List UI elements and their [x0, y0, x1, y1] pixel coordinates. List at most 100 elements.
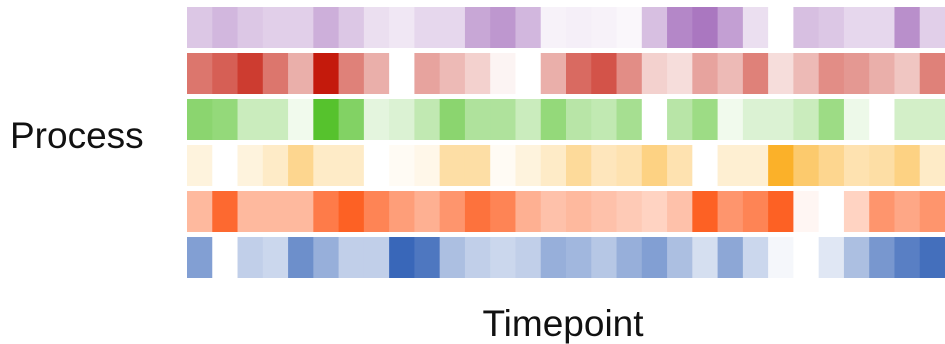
heatmap-cell-r1-c3 [237, 7, 264, 48]
heatmap-cell-r6-c11 [439, 237, 466, 278]
heatmap-cell-r2-c13 [490, 53, 517, 94]
heatmap-cell-r3-c30 [919, 99, 945, 140]
heatmap-cell-r2-c23 [742, 53, 769, 94]
heatmap-cell-r1-c29 [894, 7, 921, 48]
heatmap-cell-r5-c28 [869, 191, 896, 232]
heatmap-cell-r6-c6 [313, 237, 340, 278]
heatmap-cell-r3-c26 [818, 99, 845, 140]
heatmap-cell-r6-c25 [793, 237, 820, 278]
heatmap-cell-r4-c11 [439, 145, 466, 186]
heatmap-cell-r5-c13 [490, 191, 517, 232]
heatmap-cell-r5-c21 [692, 191, 719, 232]
heatmap-cell-r1-c19 [641, 7, 668, 48]
heatmap-cell-r2-c21 [692, 53, 719, 94]
heatmap-cell-r4-c29 [894, 145, 921, 186]
heatmap-cell-r2-c1 [187, 53, 213, 94]
heatmap-cell-r5-c26 [818, 191, 845, 232]
heatmap-cell-r1-c23 [742, 7, 769, 48]
heatmap-cell-r3-c19 [641, 99, 668, 140]
heatmap-cell-r2-c16 [566, 53, 592, 94]
heatmap-cell-r6-c21 [692, 237, 719, 278]
heatmap-cell-r4-c16 [566, 145, 592, 186]
heatmap-cell-r2-c30 [919, 53, 945, 94]
heatmap-cell-r2-c28 [869, 53, 896, 94]
heatmap-cell-r2-c29 [894, 53, 921, 94]
heatmap-cell-r1-c2 [212, 7, 239, 48]
heatmap-cell-r1-c28 [869, 7, 896, 48]
heatmap-cell-r5-c10 [414, 191, 441, 232]
heatmap-cell-r6-c1 [187, 237, 213, 278]
heatmap-cell-r6-c12 [464, 237, 491, 278]
heatmap-cell-r2-c3 [237, 53, 264, 94]
heatmap-cell-r2-c15 [540, 53, 567, 94]
heatmap-cell-r2-c10 [414, 53, 441, 94]
heatmap-cell-r2-c17 [591, 53, 618, 94]
heatmap-cell-r2-c19 [641, 53, 668, 94]
heatmap-cell-r3-c27 [843, 99, 870, 140]
heatmap-cell-r2-c27 [843, 53, 870, 94]
heatmap-cell-r5-c4 [262, 191, 289, 232]
heatmap-cell-r2-c2 [212, 53, 239, 94]
heatmap-cell-r1-c6 [313, 7, 340, 48]
heatmap-cell-r2-c4 [262, 53, 289, 94]
heatmap-cell-r4-c18 [616, 145, 643, 186]
heatmap-cell-r5-c18 [616, 191, 643, 232]
heatmap-cell-r2-c24 [768, 53, 794, 94]
heatmap-cell-r1-c21 [692, 7, 719, 48]
heatmap-cell-r5-c7 [338, 191, 365, 232]
heatmap-cell-r6-c28 [869, 237, 896, 278]
heatmap-cell-r4-c19 [641, 145, 668, 186]
heatmap-cell-r5-c19 [641, 191, 668, 232]
heatmap-cell-r5-c6 [313, 191, 340, 232]
heatmap-cell-r6-c10 [414, 237, 441, 278]
heatmap-cell-r3-c20 [667, 99, 693, 140]
heatmap-cell-r1-c1 [187, 7, 213, 48]
heatmap-cell-r4-c9 [389, 145, 415, 186]
heatmap-cell-r4-c2 [212, 145, 239, 186]
heatmap-cell-r3-c23 [742, 99, 769, 140]
heatmap-cell-r3-c4 [262, 99, 289, 140]
heatmap-cell-r1-c5 [288, 7, 314, 48]
heatmap-cell-r1-c26 [818, 7, 845, 48]
heatmap-cell-r6-c30 [919, 237, 945, 278]
heatmap-cell-r5-c16 [566, 191, 592, 232]
heatmap-cell-r3-c9 [389, 99, 415, 140]
heatmap-cell-r6-c23 [742, 237, 769, 278]
heatmap-cell-r4-c28 [869, 145, 896, 186]
heatmap-cell-r1-c15 [540, 7, 567, 48]
heatmap-cell-r5-c17 [591, 191, 618, 232]
heatmap-cell-r4-c14 [515, 145, 542, 186]
y-axis-label: Process [10, 115, 144, 156]
heatmap-cell-r5-c14 [515, 191, 542, 232]
heatmap-cell-r2-c7 [338, 53, 365, 94]
heatmap-cell-r6-c27 [843, 237, 870, 278]
heatmap-cell-r6-c18 [616, 237, 643, 278]
heatmap-cell-r4-c25 [793, 145, 820, 186]
heatmap-cell-r1-c10 [414, 7, 441, 48]
heatmap-cell-r6-c26 [818, 237, 845, 278]
heatmap-cell-r1-c27 [843, 7, 870, 48]
heatmap-cell-r4-c23 [742, 145, 769, 186]
heatmap-cell-r4-c30 [919, 145, 945, 186]
heatmap-cell-r6-c3 [237, 237, 264, 278]
heatmap-cell-r3-c24 [768, 99, 794, 140]
heatmap-cell-r4-c3 [237, 145, 264, 186]
heatmap-cell-r4-c10 [414, 145, 441, 186]
heatmap-cell-r6-c29 [894, 237, 921, 278]
heatmap-cell-r2-c12 [464, 53, 491, 94]
heatmap-cell-r4-c22 [717, 145, 744, 186]
heatmap-cell-r3-c1 [187, 99, 213, 140]
heatmap-cell-r3-c21 [692, 99, 719, 140]
heatmap-cell-r3-c29 [894, 99, 921, 140]
heatmap-cell-r6-c20 [667, 237, 693, 278]
heatmap-cell-r3-c18 [616, 99, 643, 140]
heatmap-cell-r5-c1 [187, 191, 213, 232]
heatmap-cell-r3-c6 [313, 99, 340, 140]
heatmap-cell-r4-c27 [843, 145, 870, 186]
heatmap-cell-r4-c26 [818, 145, 845, 186]
heatmap-cell-r1-c11 [439, 7, 466, 48]
heatmap-cell-r6-c2 [212, 237, 239, 278]
heatmap-cell-r1-c16 [566, 7, 592, 48]
heatmap-cell-r5-c29 [894, 191, 921, 232]
